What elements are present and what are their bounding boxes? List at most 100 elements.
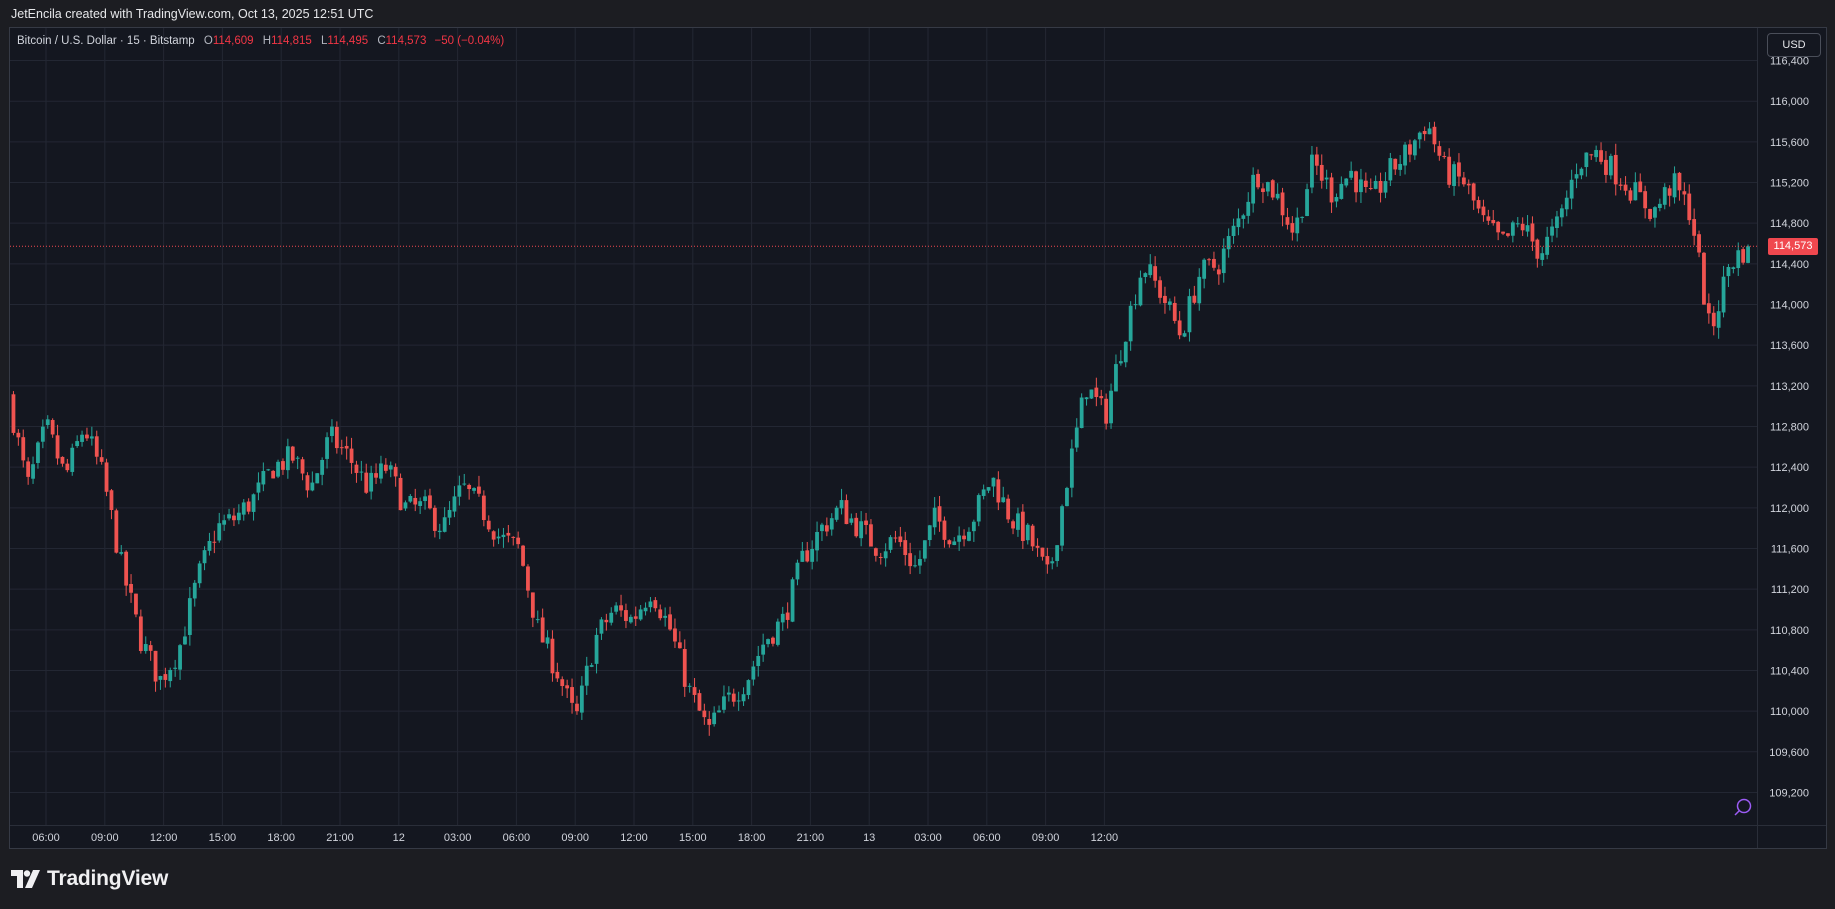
candle xyxy=(477,475,481,497)
candle xyxy=(1432,121,1437,153)
candle xyxy=(795,559,800,586)
time-tick-label: 13 xyxy=(863,832,875,844)
candle xyxy=(780,606,785,631)
candle xyxy=(183,626,187,645)
candle xyxy=(276,459,280,479)
candle xyxy=(1559,204,1564,227)
candle xyxy=(374,463,378,484)
candle xyxy=(1618,178,1623,191)
candle xyxy=(687,683,692,693)
candle xyxy=(1481,199,1486,222)
candle xyxy=(403,500,408,511)
candle xyxy=(1447,148,1452,188)
candle xyxy=(418,497,423,514)
candle xyxy=(937,495,942,532)
time-axis[interactable]: 06:00 09:00 12:00 15:00 18:00 21:00 12 03:00 06:… xyxy=(32,832,1118,844)
candle xyxy=(1623,176,1628,196)
candle xyxy=(281,458,285,475)
price-tick-label: 114,400 xyxy=(1770,259,1809,271)
candle xyxy=(947,539,952,548)
candle xyxy=(202,546,207,571)
candle xyxy=(325,432,329,469)
candle xyxy=(844,494,849,525)
candle xyxy=(633,606,638,627)
candle xyxy=(383,458,388,474)
candle xyxy=(1643,185,1648,219)
candle xyxy=(932,497,937,535)
candle xyxy=(1177,311,1182,340)
candle xyxy=(80,430,84,447)
candle xyxy=(1280,187,1285,227)
candle xyxy=(364,463,369,494)
candle xyxy=(1133,294,1138,310)
price-tick-label: 110,000 xyxy=(1770,706,1809,718)
candle xyxy=(1408,139,1412,163)
candle xyxy=(1608,153,1613,180)
candle xyxy=(1461,171,1466,187)
candle xyxy=(442,507,447,533)
candle xyxy=(1285,207,1290,230)
candle xyxy=(491,530,496,547)
candle xyxy=(1510,220,1515,243)
candle xyxy=(1363,172,1368,193)
candle xyxy=(1251,167,1256,213)
candle xyxy=(976,493,981,527)
candle xyxy=(1677,171,1682,201)
candle xyxy=(1329,172,1334,213)
candle xyxy=(65,458,70,473)
candle xyxy=(1143,272,1148,284)
candle xyxy=(1594,145,1599,162)
symbol-legend: Bitcoin / U.S. Dollar · 15 · Bitstamp O1… xyxy=(17,35,504,47)
candle xyxy=(619,594,623,617)
candle xyxy=(413,488,418,512)
candle xyxy=(1417,131,1422,149)
candle xyxy=(1079,393,1084,429)
close-label: C xyxy=(377,35,386,47)
candle xyxy=(222,514,227,531)
candlestick-chart[interactable]: 109,200 109,600 110,000 110,400 110,800 111,2… xyxy=(10,28,1826,848)
candle xyxy=(40,419,45,449)
candle xyxy=(1672,166,1677,204)
candle xyxy=(467,483,472,500)
candle xyxy=(653,597,658,612)
candle xyxy=(60,456,65,467)
candle xyxy=(305,472,310,498)
candle xyxy=(1697,230,1701,258)
candle xyxy=(70,443,75,476)
price-axis[interactable]: 109,200 109,600 110,000 110,400 110,800 111,2… xyxy=(1769,56,1809,800)
candle xyxy=(1437,140,1442,161)
candle xyxy=(129,574,133,603)
candle xyxy=(1192,285,1197,305)
candle xyxy=(339,439,344,455)
chart-frame[interactable]: 109,200 109,600 110,000 110,400 110,800 111,2… xyxy=(9,27,1827,849)
candle xyxy=(256,472,261,501)
alert-icon[interactable] xyxy=(1734,798,1752,816)
candle xyxy=(1074,418,1079,452)
candle xyxy=(834,505,839,522)
tradingview-logo[interactable]: TradingView xyxy=(11,867,168,891)
candle xyxy=(1662,183,1667,210)
candle xyxy=(726,686,731,702)
candle xyxy=(158,675,163,690)
candle xyxy=(261,462,266,492)
candle xyxy=(1741,246,1746,265)
symbol-name[interactable]: Bitcoin / U.S. Dollar · 15 · Bitstamp xyxy=(17,35,195,47)
candle xyxy=(330,419,334,443)
candle xyxy=(839,488,844,515)
candle xyxy=(1422,126,1427,141)
currency-button[interactable]: USD xyxy=(1767,33,1821,57)
time-tick-label: 18:00 xyxy=(738,832,766,844)
candle xyxy=(873,547,878,562)
candle xyxy=(712,706,717,727)
candle xyxy=(452,486,457,518)
candle xyxy=(1638,173,1643,193)
candle xyxy=(1310,146,1314,194)
candle xyxy=(1471,182,1476,210)
candle xyxy=(1055,545,1060,567)
time-tick-label: 06:00 xyxy=(503,832,531,844)
candle xyxy=(1550,218,1554,243)
candle xyxy=(1525,215,1530,237)
candle xyxy=(1339,176,1344,200)
candle xyxy=(85,427,89,441)
candle xyxy=(1452,161,1456,196)
